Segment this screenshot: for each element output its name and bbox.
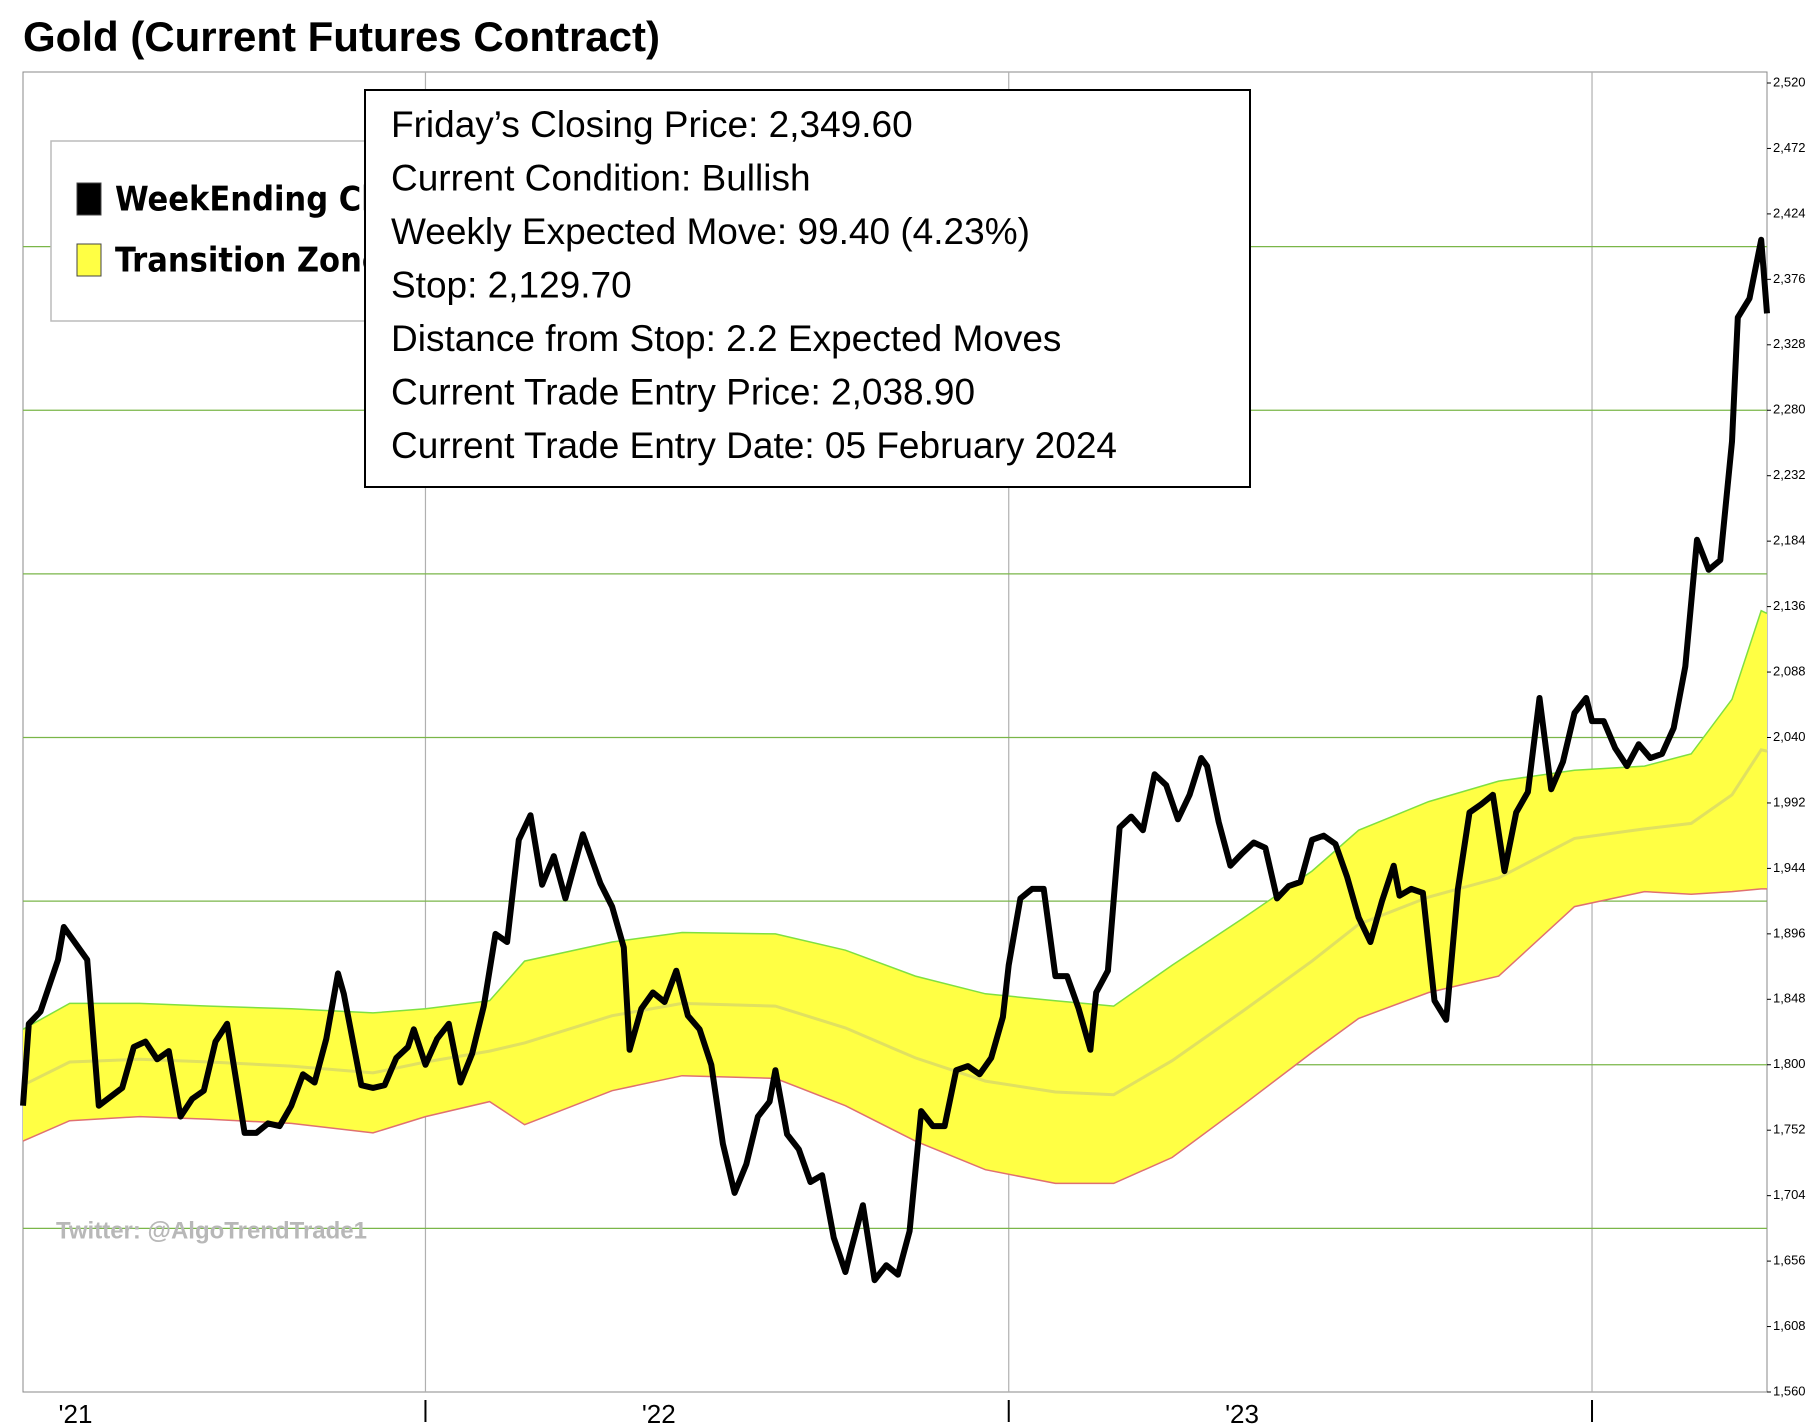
y-tick-label: 2,040 [1773, 729, 1806, 744]
y-tick-label: 1,704 [1773, 1187, 1806, 1202]
y-tick-label: 1,992 [1773, 794, 1806, 809]
legend-label: Transition Zone [115, 241, 383, 281]
y-tick-label: 2,424 [1773, 205, 1806, 220]
zone-mid [22, 748, 1768, 1097]
watermark: Twitter: @AlgoTrendTrade1 [56, 1217, 367, 1244]
info-line: Stop: 2,129.70 [391, 264, 632, 305]
y-tick-label: 2,136 [1773, 598, 1806, 613]
y-tick-label: 2,376 [1773, 271, 1806, 286]
legend-swatch [76, 243, 102, 277]
info-line: Distance from Stop: 2.2 Expected Moves [391, 318, 1061, 359]
x-tick-label: '22 [642, 1399, 676, 1424]
y-tick-label: 2,232 [1773, 467, 1806, 482]
legend-swatch [76, 182, 102, 216]
info-line: Current Trade Entry Date: 05 February 20… [391, 425, 1117, 466]
y-tick-label: 2,184 [1773, 533, 1806, 548]
info-line: Current Trade Entry Price: 2,038.90 [391, 371, 975, 412]
legend-box [50, 140, 382, 322]
y-tick-label: 1,608 [1773, 1318, 1806, 1333]
x-tick-label: '23 [1225, 1399, 1259, 1424]
close-line [20, 236, 1770, 1284]
y-tick-label: 1,848 [1773, 991, 1806, 1006]
zone-lower [22, 888, 1767, 1185]
y-tick-label: 2,328 [1773, 336, 1806, 351]
y-tick-label: 1,944 [1773, 860, 1806, 875]
y-tick-label: 1,560 [1773, 1383, 1806, 1398]
info-line: Current Condition: Bullish [391, 157, 811, 198]
y-tick-label: 1,800 [1773, 1056, 1806, 1071]
y-tick-label: 2,472 [1773, 140, 1806, 155]
x-tick-label: '21 [59, 1399, 93, 1424]
chart-title: Gold (Current Futures Contract) [23, 13, 660, 60]
transition-zone [23, 610, 1767, 1184]
y-tick-label: 2,280 [1773, 402, 1806, 417]
y-tick-label: 1,752 [1773, 1122, 1806, 1137]
y-tick-label: 2,088 [1773, 663, 1806, 678]
y-tick-label: 2,520 [1773, 74, 1806, 89]
y-tick-label: 1,656 [1773, 1253, 1806, 1268]
info-text: Friday’s Closing Price: 2,349.60 Current … [391, 104, 1117, 466]
info-line: Weekly Expected Move: 99.40 (4.23%) [391, 211, 1030, 252]
info-line: Friday’s Closing Price: 2,349.60 [391, 104, 913, 145]
info-box [364, 89, 1251, 488]
y-tick-label: 1,896 [1773, 925, 1806, 940]
